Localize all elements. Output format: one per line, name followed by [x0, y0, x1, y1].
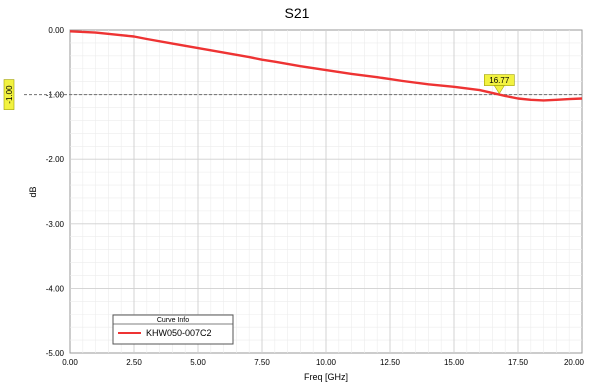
y-tick-label: -4.00	[46, 284, 65, 293]
x-axis-label: Freq [GHz]	[304, 372, 348, 382]
reference-label-box	[3, 79, 15, 110]
chart-title: S21	[285, 5, 310, 21]
legend-box	[112, 314, 234, 345]
x-tick-label: 12.50	[380, 358, 401, 367]
x-tick-label: 17.50	[508, 358, 529, 367]
legend-title: Curve Info	[157, 317, 189, 324]
y-tick-label: -3.00	[46, 220, 65, 229]
y-tick-label: 0.00	[48, 26, 64, 35]
series-line	[69, 30, 583, 102]
x-tick-label: 5.00	[190, 358, 206, 367]
legend: Curve Info KHW050-007C2	[112, 314, 234, 345]
x-tick-labels: 0.00 2.50 5.00 7.50 10.00 12.50 15.00 17.50 20.0…	[62, 358, 584, 367]
x-tick-label: 10.00	[316, 358, 337, 367]
reference-label-text: -1.00	[5, 85, 14, 104]
x-tick-label: 0.00	[62, 358, 78, 367]
series-layer	[69, 30, 583, 102]
y-axis-label: dB	[28, 186, 38, 197]
x-tick-label: 15.00	[444, 358, 465, 367]
marker-triangle	[493, 85, 505, 95]
major-grid	[70, 30, 582, 353]
marker: 16.77	[484, 74, 515, 95]
marker-label: 16.77	[489, 76, 510, 85]
legend-series-name: KHW050-007C2	[146, 328, 212, 338]
y-tick-label: -5.00	[46, 349, 65, 358]
reference-label: -1.00	[3, 79, 15, 110]
y-tick-label: -2.00	[46, 155, 65, 164]
x-tick-label: 20.00	[564, 358, 585, 367]
x-tick-label: 7.50	[254, 358, 270, 367]
x-tick-label: 2.50	[126, 358, 142, 367]
